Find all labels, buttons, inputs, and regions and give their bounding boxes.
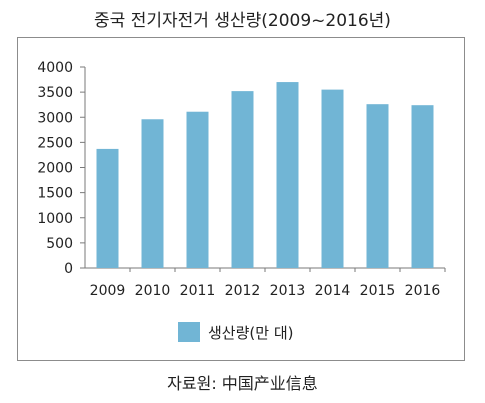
legend-swatch [178,322,200,342]
x-tick-label: 2009 [90,283,126,299]
bar-2014 [321,89,344,268]
x-tick-label: 2015 [360,283,396,299]
bar-2010 [141,119,164,268]
bar-2011 [186,111,209,268]
y-tick-label: 4000 [37,60,73,76]
bar-2012 [231,91,254,269]
y-tick-label: 0 [64,261,73,277]
x-tick-label: 2016 [405,283,441,299]
legend-label: 생산량(만 대) [208,324,293,342]
y-tick-label: 3000 [37,110,73,126]
x-tick-label: 2012 [225,283,261,299]
chart-frame [17,37,465,361]
x-tick-label: 2014 [315,283,351,299]
source-note: 자료원: 中国产业信息 [167,374,318,393]
bar-2016 [411,105,434,268]
y-tick-label: 1000 [37,211,73,227]
x-tick-label: 2013 [270,283,306,299]
bar-2015 [366,104,389,268]
bar-2013 [276,82,299,268]
y-tick-label: 2500 [37,135,73,151]
y-tick-label: 500 [46,236,73,252]
y-tick-label: 3500 [37,85,73,101]
y-tick-label: 1500 [37,186,73,202]
x-tick-label: 2010 [135,283,171,299]
y-tick-label: 2000 [37,161,73,177]
chart-title: 중국 전기자전거 생산량(2009~2016년) [94,11,391,31]
x-tick-label: 2011 [180,283,216,299]
bar-2009 [96,148,119,268]
